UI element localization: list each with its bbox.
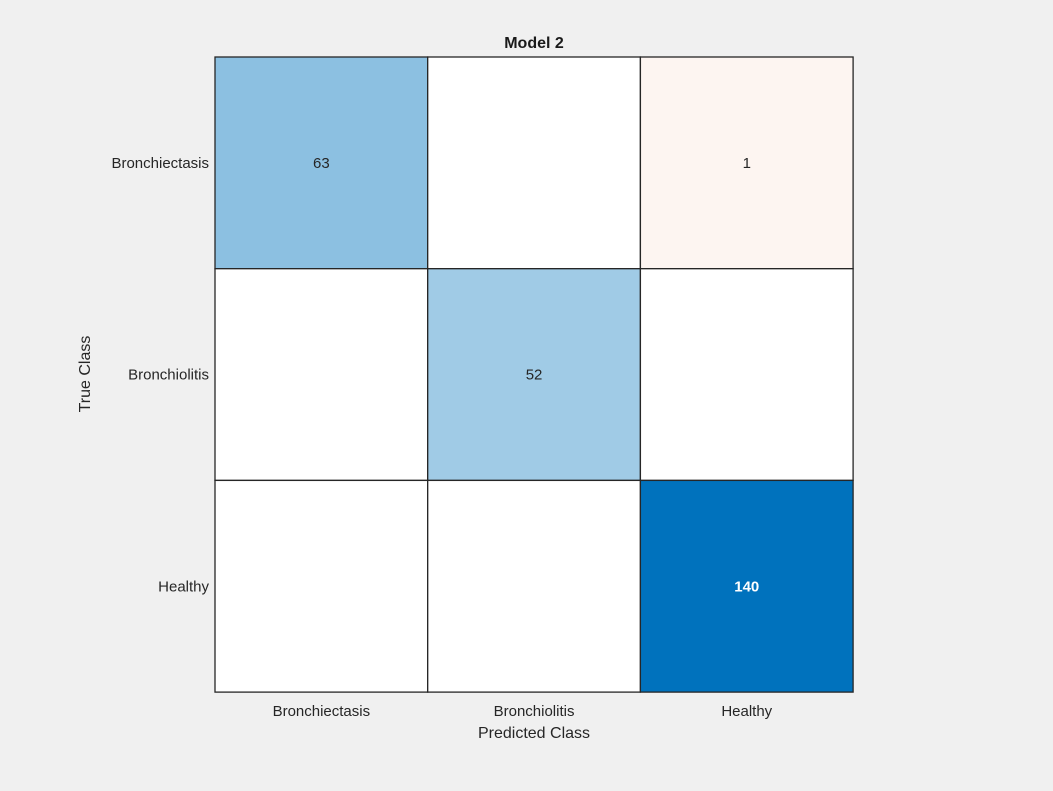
- matrix-cell: [427, 268, 642, 482]
- cell-value: 63: [313, 155, 330, 172]
- matrix-cell: [639, 479, 854, 693]
- cell-value: 52: [526, 367, 543, 384]
- matrix-cells: 63 1 52 140: [214, 56, 854, 693]
- cell-value: 140: [734, 578, 759, 595]
- y-tick-label: Healthy: [158, 578, 209, 595]
- matrix-cell: [639, 268, 854, 482]
- x-tick-label: Bronchiectasis: [273, 703, 371, 720]
- matrix-cell: [214, 56, 429, 270]
- cell-value: 1: [743, 155, 751, 172]
- y-axis-label: True Class: [77, 336, 94, 413]
- y-tick-labels: Bronchiectasis Bronchiolitis Healthy: [111, 155, 209, 595]
- matrix-cell: [214, 268, 429, 482]
- matrix-cell: [214, 479, 429, 693]
- x-tick-labels: Bronchiectasis Bronchiolitis Healthy: [273, 703, 773, 720]
- x-tick-label: Bronchiolitis: [494, 703, 575, 720]
- y-tick-label: Bronchiolitis: [128, 367, 209, 384]
- chart-title: Model 2: [504, 35, 564, 52]
- y-tick-label: Bronchiectasis: [111, 155, 209, 172]
- matrix-cell: [639, 56, 854, 270]
- matrix-cell: [427, 56, 642, 270]
- x-tick-label: Healthy: [721, 703, 772, 720]
- matrix-cell: [427, 479, 642, 693]
- x-axis-label: Predicted Class: [478, 725, 590, 742]
